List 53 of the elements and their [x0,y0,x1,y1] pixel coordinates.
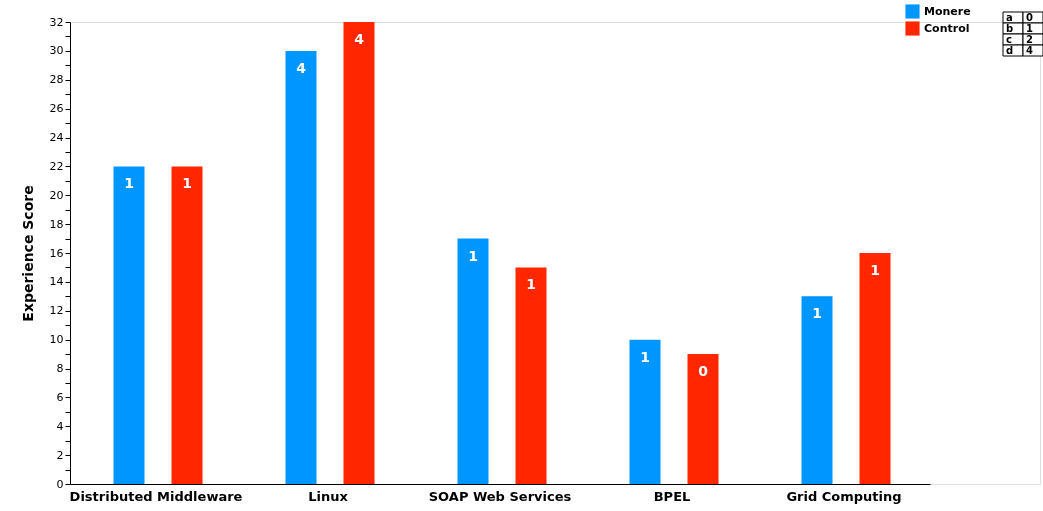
annotation: 1 [124,175,134,192]
bar [285,50,317,484]
annotation: 1 [182,175,192,192]
annotation: 1 [1026,22,1033,34]
annotation: 4 [296,59,307,76]
y-axis-title: Experience Score [19,185,36,322]
bar [629,339,661,484]
legend-label: Monere [924,4,971,18]
bar [457,238,489,484]
x-tick-label: Grid Computing [786,488,902,504]
y-tick-label: 2 [56,448,64,462]
annotation: 4 [354,31,365,47]
y-tick-label: 0 [56,477,64,491]
y-tick-label: 4 [56,419,64,433]
y-tick-label: 24 [49,131,64,144]
y-tick-label: 8 [56,362,64,375]
x-tick-label: Linux [308,488,349,504]
annotation: 0 [698,363,709,380]
y-tick-label: 32 [49,15,64,29]
y-tick-label: 18 [49,217,64,231]
text: a [1006,11,1013,23]
legend-label: Control [924,21,970,35]
bar [687,354,719,484]
y-tick-label: 14 [49,275,64,289]
text: 0 [1026,11,1033,23]
annotation: b [1006,22,1014,34]
y-tick-label: 20 [49,188,64,202]
bar [801,296,833,484]
bar [515,267,547,484]
y-tick-label: 28 [49,73,64,87]
x-tick-label: SOAP Web Services [428,488,572,504]
annotation: 1 [870,262,880,278]
bar [859,253,891,484]
annotation: 2 [1026,33,1033,45]
y-tick-label: 10 [49,333,64,347]
y-tick-label: 26 [49,102,64,116]
y-tick-label: 30 [49,44,64,58]
annotation: 1 [526,276,536,293]
bar [343,22,375,484]
annotation: 1 [640,348,650,365]
y-tick-label: 22 [49,159,64,173]
y-tick-label: 16 [49,246,64,260]
x-tick-label: Distributed Middleware [69,488,243,504]
annotation: 1 [812,305,822,322]
annotation: 4 [1026,44,1033,56]
bar [171,166,203,484]
bar [113,166,145,484]
annotation: 1 [468,247,478,264]
annotation: c [1006,33,1012,45]
y-tick-label: 12 [49,304,64,318]
annotation: d [1006,44,1014,56]
x-tick-label: BPEL [653,488,691,504]
y-tick-label: 6 [56,390,64,404]
